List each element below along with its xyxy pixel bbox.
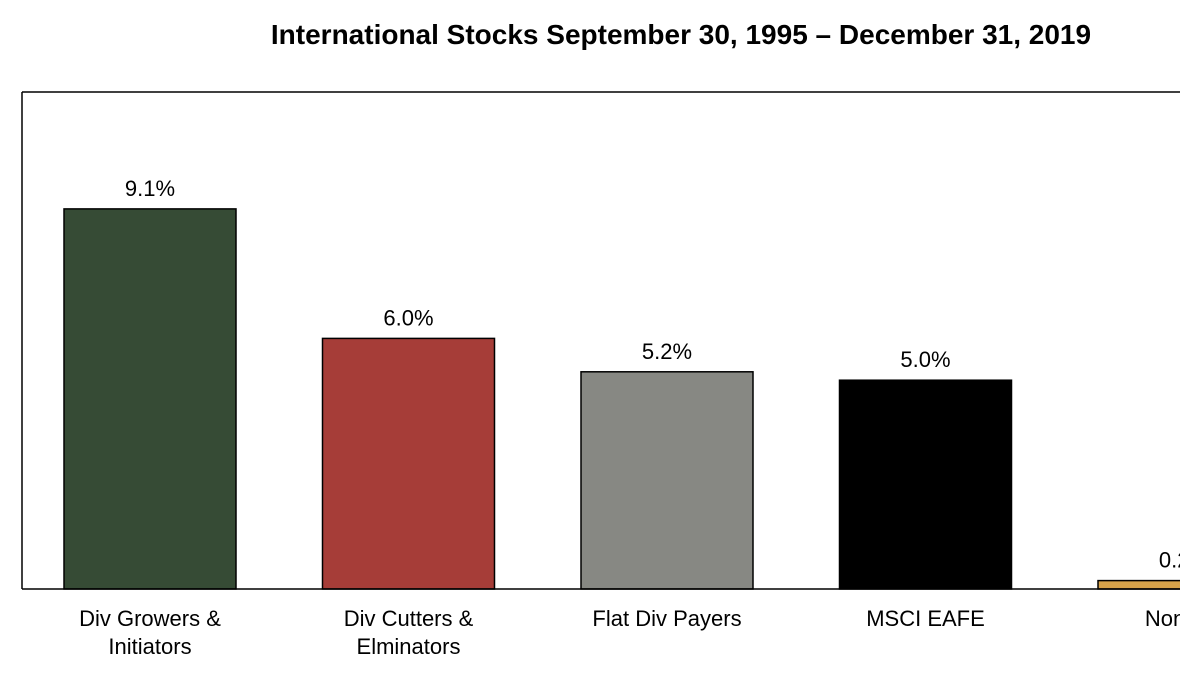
category-label-line: Elminators <box>357 634 461 659</box>
value-label-3: 5.2% <box>642 339 692 364</box>
category-label-5: Non Div <box>1145 606 1180 631</box>
value-labels-group: 9.1% 6.0% 5.2% 5.0% 0.2% <box>125 176 1180 573</box>
category-label-line: Flat Div Payers <box>592 606 741 631</box>
category-label-line: Div Growers & <box>79 606 221 631</box>
category-label-1: Div Growers & Initiators <box>79 606 221 659</box>
bar-3 <box>580 371 754 590</box>
plot-area: 9.1% 6.0% 5.2% 5.0% 0.2% Div Growers & Initia… <box>21 91 1180 659</box>
bar-5 <box>1097 579 1180 590</box>
chart-title: International Stocks September 30, 1995 … <box>271 19 1091 50</box>
value-label-2: 6.0% <box>383 305 433 330</box>
category-label-4: MSCI EAFE <box>866 606 985 631</box>
category-label-line: Non Div <box>1145 606 1180 631</box>
category-label-3: Flat Div Payers <box>592 606 741 631</box>
category-label-line: Div Cutters & <box>344 606 474 631</box>
category-labels-group: Div Growers & Initiators Div Cutters & Elmi… <box>79 606 1180 659</box>
category-label-line: Initiators <box>108 634 191 659</box>
category-label-2: Div Cutters & Elminators <box>344 606 474 659</box>
bar-2 <box>321 337 496 590</box>
value-label-1: 9.1% <box>125 176 175 201</box>
category-label-line: MSCI EAFE <box>866 606 985 631</box>
value-label-4: 5.0% <box>900 347 950 372</box>
value-label-5: 0.2% <box>1159 548 1180 573</box>
bar-1 <box>63 208 237 590</box>
bar-4 <box>838 379 1013 590</box>
bars-group <box>63 208 1180 590</box>
